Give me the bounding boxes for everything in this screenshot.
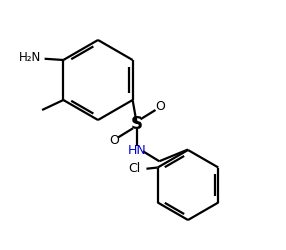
Text: O: O <box>109 134 119 147</box>
Text: O: O <box>155 100 165 113</box>
Text: Cl: Cl <box>128 162 140 175</box>
Text: H₂N: H₂N <box>19 51 41 64</box>
Text: S: S <box>131 115 143 133</box>
Text: HN: HN <box>127 144 146 156</box>
